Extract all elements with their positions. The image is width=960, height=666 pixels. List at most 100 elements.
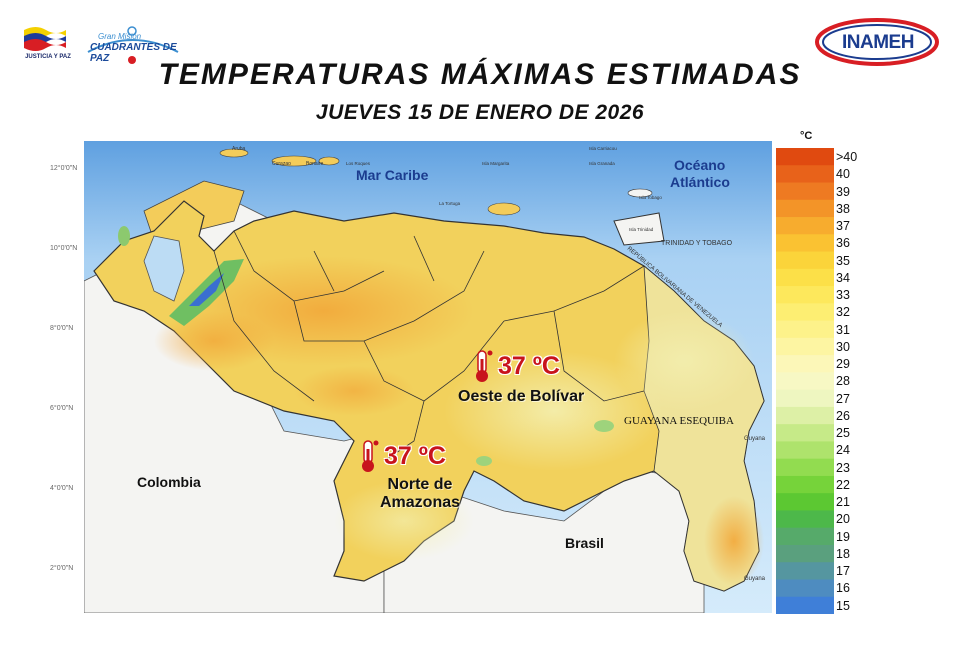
green-spot [118, 226, 130, 246]
cuadrantes-de-paz-logo: Gran Misión CUADRANTES DE PAZ [82, 22, 182, 66]
guyana-label: Guyana [744, 576, 766, 582]
hot-zone [154, 311, 274, 371]
legend-label: 17 [836, 564, 850, 578]
inameh-logo: INAMEH [812, 14, 942, 70]
location-pin-icon [87, 26, 179, 64]
hot-zone [294, 366, 414, 416]
aruba-island [219, 148, 249, 158]
bonaire-island [318, 156, 340, 166]
hot-zone [704, 496, 764, 586]
legend-swatch [776, 441, 834, 460]
legend-swatch [776, 389, 834, 408]
andes-blue-zone [189, 273, 224, 306]
legend-swatch [776, 596, 834, 614]
max-temperature-value: 37 ºC [498, 351, 560, 380]
carriacou-label: Isla Carriacou [589, 146, 617, 151]
lat-tick: 10°0'0"N [50, 245, 78, 252]
legend-swatch [776, 458, 834, 477]
margarita-label: Isla Margarita [482, 161, 510, 166]
legend-label: 39 [836, 184, 850, 199]
region-line: Amazonas [379, 494, 461, 511]
legend-label: 23 [836, 460, 850, 475]
legend-swatch [776, 562, 834, 580]
legend-swatch [776, 234, 834, 253]
thermometer-icon [362, 440, 379, 472]
legend-label: 40 [836, 167, 850, 182]
legend-swatch [776, 199, 834, 218]
legend-swatch [776, 544, 834, 563]
curacao-label: Curazao [272, 161, 291, 167]
temperature-callout-bolivar: 37 ºC [472, 349, 560, 383]
color-legend [776, 148, 834, 614]
trinidad-island [613, 212, 665, 246]
tobago-label: Isla Tobago [639, 195, 662, 200]
atlantico-label: Atlántico [670, 174, 730, 190]
guayana-esequiba-label: GUAYANA ESEQUIBA [624, 415, 734, 427]
legend-label: 30 [836, 339, 850, 354]
margarita-island [487, 202, 521, 216]
legend-label: 35 [836, 253, 850, 268]
pale-zone [334, 481, 474, 561]
legend-labels: >40 40 39 38 37 36 35 34 33 32 31 30 29 28 27 26 25 24 23 2… [836, 149, 876, 615]
temperature-map: Mar Caribe Océano Atlántico Aruba Curaza… [83, 141, 772, 614]
legend-swatch [776, 251, 834, 270]
legend-swatch [776, 475, 834, 494]
los-roques-label: Los Roques [346, 161, 371, 166]
pale-zone [614, 311, 754, 411]
legend-swatch [776, 182, 834, 201]
legend-swatch [776, 303, 834, 322]
trinidad-island-label: Isla Trinidad [629, 227, 654, 232]
lat-tick: 2°0'0"N [50, 565, 74, 572]
inameh-text: INAMEH [842, 32, 914, 53]
legend-swatch [776, 165, 834, 184]
oceano-label: Océano [674, 157, 725, 173]
legend-label: 38 [836, 201, 850, 216]
legend-swatch [776, 320, 834, 339]
legend-swatch [776, 286, 834, 304]
green-spot [594, 420, 614, 432]
justicia-y-paz-text: JUSTICIA Y PAZ [25, 54, 71, 60]
temperature-callout-amazonas: 37 ºC [358, 439, 446, 473]
gran-mision-text: Gran Misión [98, 32, 142, 41]
justicia-y-paz-logo: JUSTICIA Y PAZ [18, 20, 78, 66]
legend-label: 25 [836, 426, 850, 440]
page-subtitle: JUEVES 15 DE ENERO DE 2026 [315, 101, 645, 124]
legend-swatch [776, 406, 834, 425]
legend-label: 16 [836, 581, 850, 596]
colombia-label: Colombia [137, 474, 201, 490]
legend-swatch [776, 527, 834, 546]
thermometer-icon [476, 350, 493, 382]
cuadrantes-de-paz-text: CUADRANTES DE PAZ [90, 42, 177, 64]
curacao-island [271, 155, 317, 167]
legend-swatch [776, 337, 834, 356]
aruba-label: Aruba [232, 146, 246, 152]
lat-tick: 6°0'0"N [50, 405, 74, 412]
legend-swatch [776, 510, 834, 529]
guyana-label: Guyana [744, 436, 766, 442]
page-title: TEMPERATURAS MÁXIMAS ESTIMADAS [158, 58, 802, 91]
legend-label: 18 [836, 546, 850, 561]
lat-tick: 12°0'0"N [50, 165, 78, 172]
map-canvas: Mar Caribe Océano Atlántico Aruba Curaza… [83, 141, 772, 614]
max-temperature-value: 37 ºC [384, 441, 446, 470]
granada-label: Isla Granada [589, 161, 615, 166]
legend-label: 29 [836, 357, 850, 371]
legend-swatch [776, 579, 834, 598]
legend-label: 19 [836, 529, 850, 544]
venezuela-flag-icon [24, 27, 66, 51]
region-oeste-bolivar: Oeste de Bolívar [458, 388, 585, 405]
lake-maracaibo [143, 235, 185, 302]
legend-swatch [776, 355, 834, 373]
legend-label: 31 [836, 322, 850, 337]
bonaire-label: Bonaire [306, 161, 323, 167]
green-spot [476, 456, 492, 466]
legend-label: 21 [836, 495, 850, 509]
tobago-island [627, 188, 653, 198]
legend-label: 22 [836, 477, 850, 492]
legend-unit: °C [800, 130, 813, 142]
legend-label: 26 [836, 408, 850, 423]
legend-label: >40 [836, 150, 858, 164]
trinidad-label: TRINIDAD Y TOBAGO [661, 240, 733, 247]
legend-label: 37 [836, 219, 850, 233]
legend-label: 33 [836, 288, 850, 302]
